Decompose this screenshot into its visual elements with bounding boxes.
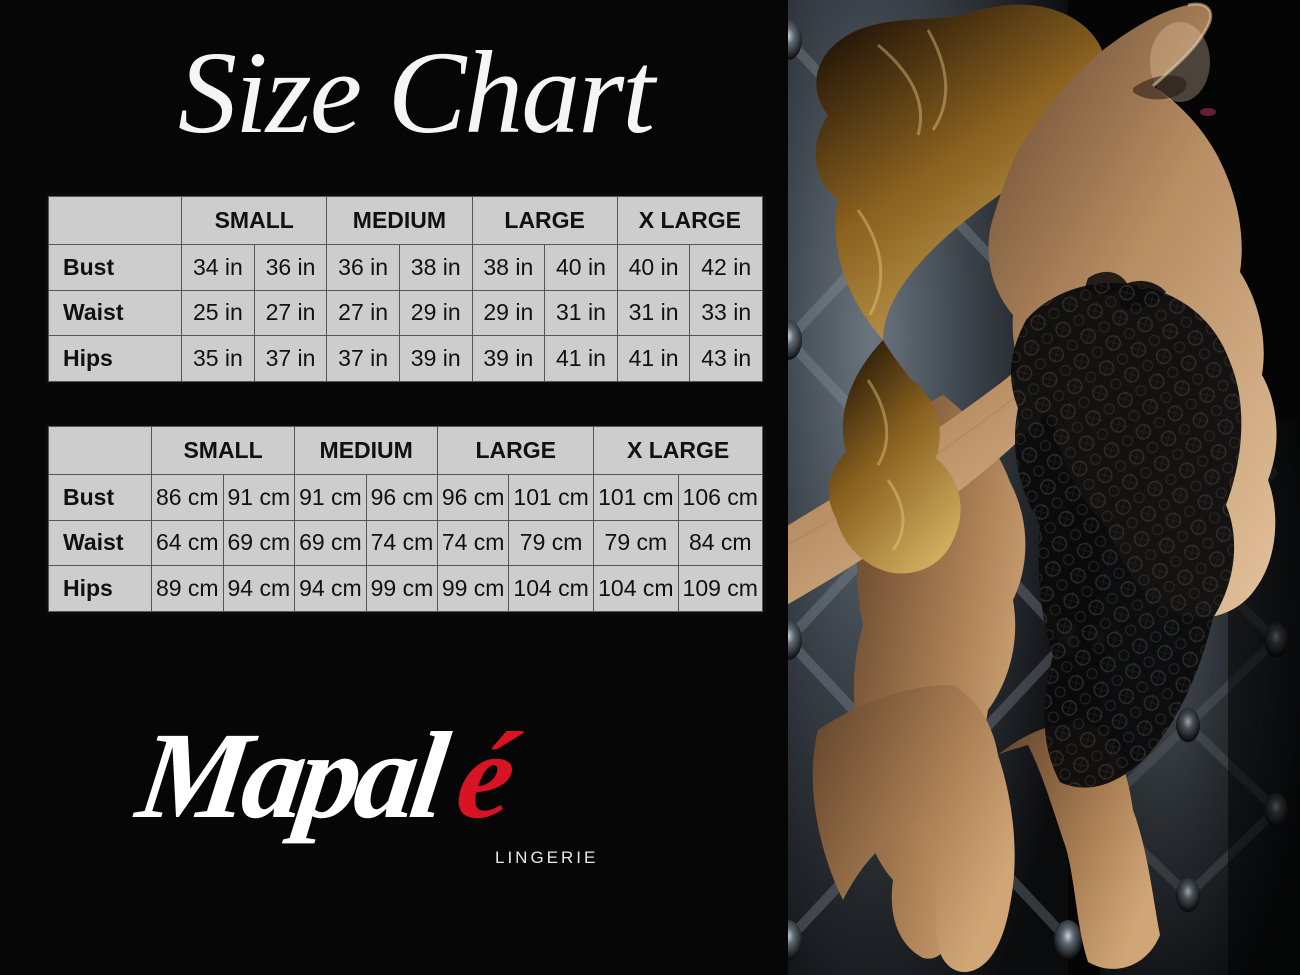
svg-text:Mapal: Mapal bbox=[128, 706, 457, 843]
svg-text:é: é bbox=[450, 706, 528, 843]
